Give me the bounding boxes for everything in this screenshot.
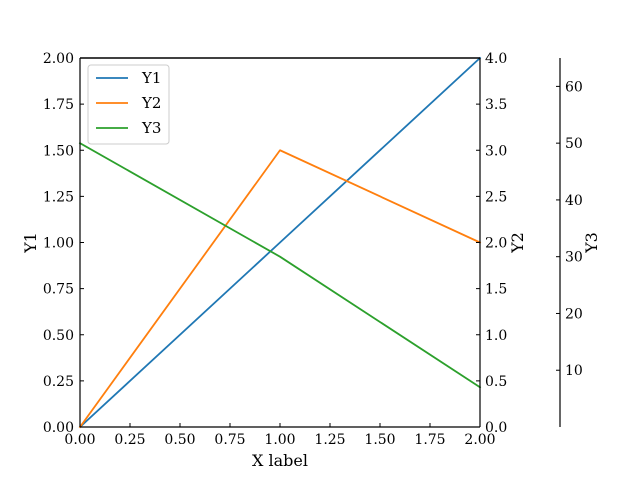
legend-box <box>87 64 170 145</box>
y2-tick-label: 2.5 <box>485 189 507 205</box>
x-tick-label: 1.75 <box>414 432 445 448</box>
x-tick-label: 0.00 <box>64 432 95 448</box>
series-line-y2 <box>78 149 482 429</box>
y2-tick-label: 0.5 <box>485 374 507 390</box>
y1-tick-label: 0.25 <box>43 374 74 390</box>
series-line-y1 <box>78 56 482 429</box>
legend-label-y2: Y2 <box>141 94 161 112</box>
legend-label-y1: Y1 <box>141 69 161 87</box>
y2-tick-label: 0.0 <box>485 420 507 436</box>
y1-axis-label: Y1 <box>21 232 40 254</box>
axes: 0.00 0.25 0.50 0.75 1.00 1.25 1.50 1.75 2.000.00… <box>21 51 601 470</box>
y3-tick-label: 30 <box>565 250 583 266</box>
y1-tick-label: 0.75 <box>43 282 74 298</box>
x-tick-label: 1.50 <box>364 432 395 448</box>
y3-tick-label: 60 <box>565 79 583 95</box>
x-tick-label: 0.75 <box>214 432 245 448</box>
y3-tick-label: 40 <box>565 193 583 209</box>
y1-tick-label: 0.00 <box>43 420 74 436</box>
x-tick-label: 1.25 <box>314 432 345 448</box>
y3-tick-label: 20 <box>565 306 583 322</box>
y1-tick-label: 0.50 <box>43 328 74 344</box>
series-line-y3 <box>78 141 482 389</box>
y1-tick-label: 1.25 <box>43 189 74 205</box>
y3-tick-label: 10 <box>565 363 583 379</box>
x-tick-label: 0.25 <box>114 432 145 448</box>
y1-tick-label: 1.75 <box>43 97 74 113</box>
y1-tick-label: 1.00 <box>43 236 74 252</box>
y2-tick-label: 1.0 <box>485 328 507 344</box>
y2-tick-label: 4.0 <box>485 51 507 67</box>
y2-tick-label: 3.0 <box>485 143 507 159</box>
y1-tick-label: 1.50 <box>43 143 74 159</box>
legend-label-y3: Y3 <box>141 119 161 137</box>
y2-tick-label: 2.0 <box>485 236 507 252</box>
x-tick-label: 1.00 <box>264 432 295 448</box>
y2-axis-label: Y2 <box>508 232 527 254</box>
legend: Y1 Y2 Y3 <box>87 64 170 145</box>
x-tick-label: 0.50 <box>164 432 195 448</box>
series-lines <box>78 56 482 429</box>
y3-tick-label: 50 <box>565 136 583 152</box>
y2-tick-label: 1.5 <box>485 282 507 298</box>
y3-axis-label: Y3 <box>582 232 601 254</box>
y2-tick-label: 3.5 <box>485 97 507 113</box>
x-tick-label: 2.00 <box>464 432 495 448</box>
x-axis-label: X label <box>252 451 308 470</box>
y1-tick-label: 2.00 <box>43 51 74 67</box>
